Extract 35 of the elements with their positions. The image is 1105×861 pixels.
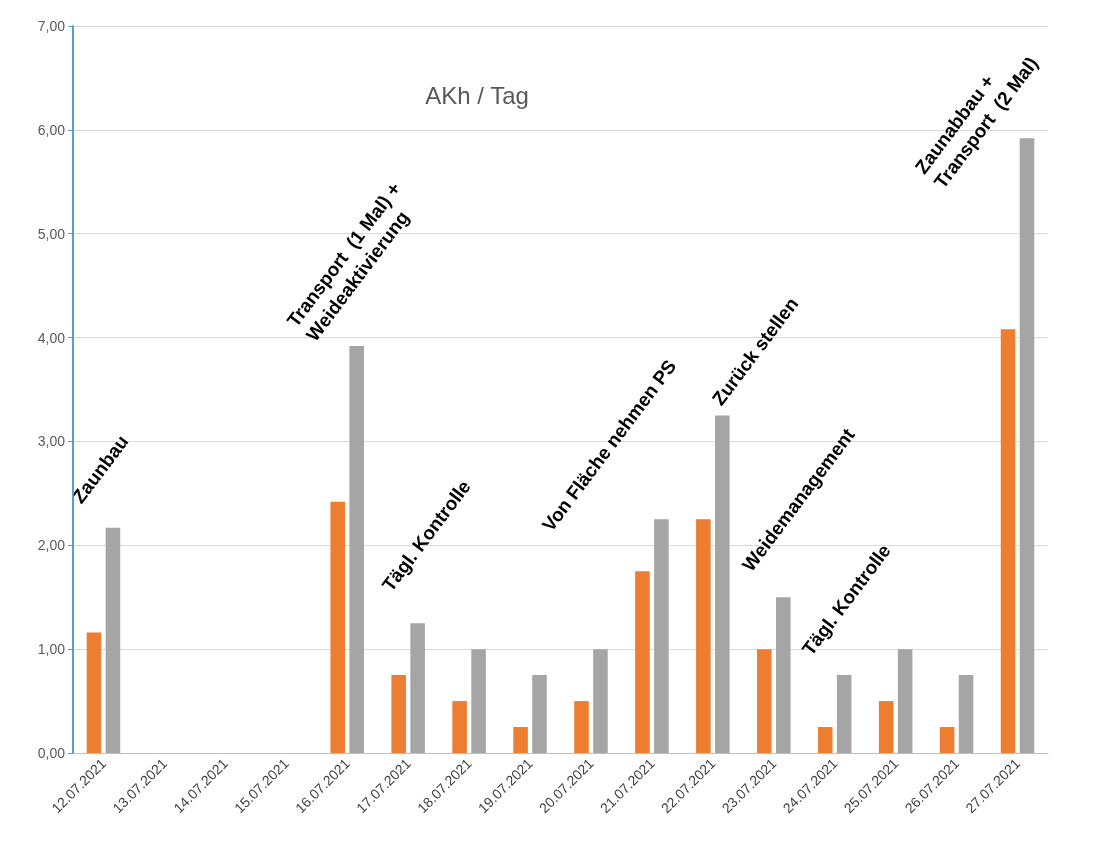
bar	[410, 623, 425, 753]
bar	[939, 727, 955, 753]
bar	[1019, 138, 1035, 753]
y-tick-label: 4,00	[37, 329, 66, 346]
bar	[349, 345, 364, 753]
y-tick-label: 2,00	[37, 537, 66, 554]
y-tick-label: 7,00	[37, 18, 66, 34]
bar	[836, 675, 852, 753]
bar	[757, 649, 772, 753]
bar	[878, 701, 894, 753]
bar	[391, 675, 406, 753]
bar	[817, 727, 833, 753]
bar	[635, 571, 650, 753]
bar	[715, 415, 730, 753]
bar	[532, 675, 547, 753]
y-tick-label: 6,00	[37, 121, 66, 138]
bar	[775, 597, 791, 753]
text: AKh / Tag	[425, 81, 529, 109]
bar	[105, 527, 121, 753]
bar	[452, 701, 467, 753]
bar	[696, 519, 711, 753]
bar	[513, 727, 528, 753]
y-tick-label: 0,00	[37, 745, 66, 761]
y-tick-label: 1,00	[37, 641, 66, 658]
bar	[86, 632, 102, 753]
bar	[654, 519, 669, 753]
bar	[574, 701, 589, 753]
y-tick-label: 3,00	[37, 433, 66, 450]
bar	[958, 675, 974, 753]
bar	[330, 501, 346, 753]
bar	[897, 649, 913, 753]
bar	[593, 649, 608, 753]
bar	[1000, 329, 1016, 753]
y-tick-label: 5,00	[37, 225, 66, 242]
bar	[471, 649, 486, 753]
